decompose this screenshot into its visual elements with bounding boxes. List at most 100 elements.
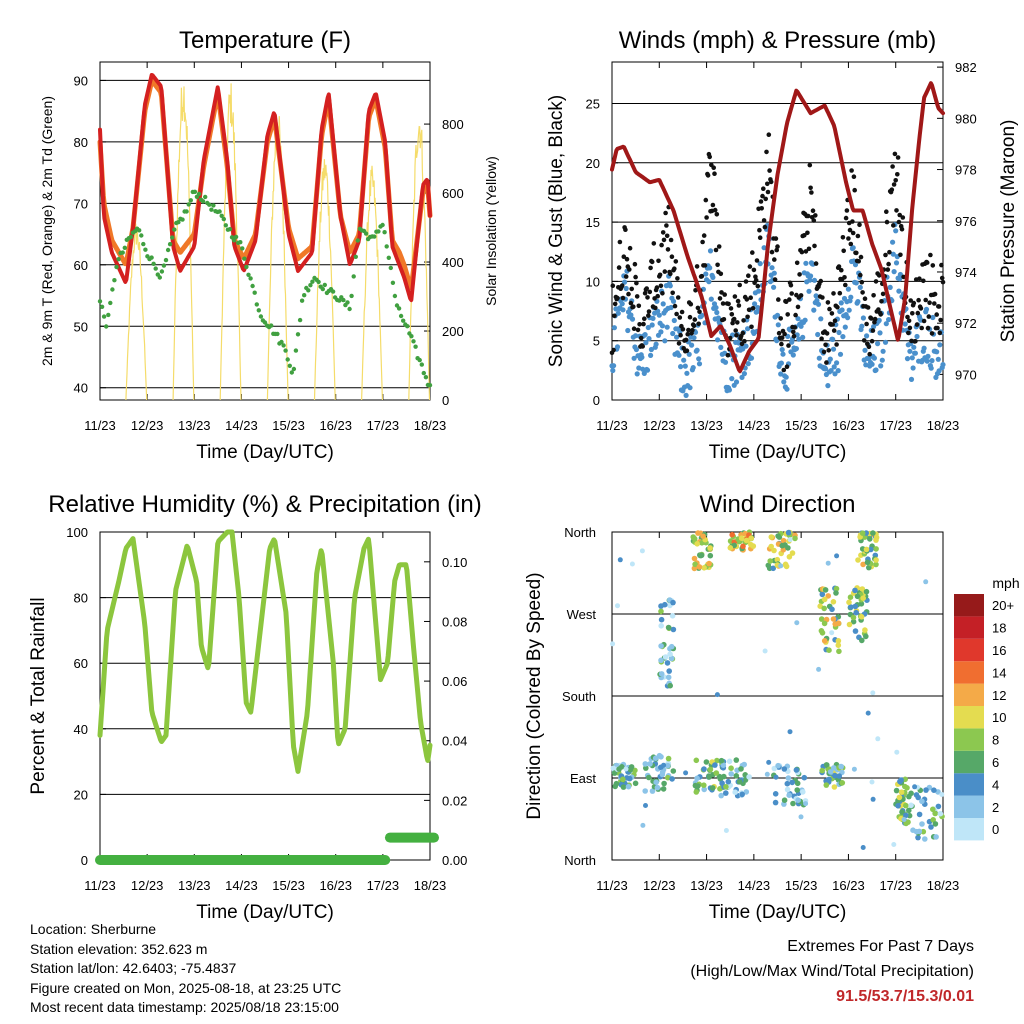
gust-point [761,186,766,191]
gust-point [842,275,847,280]
wind-point [893,228,899,234]
direction-point [787,729,793,735]
x-tick-label: 13/23 [178,418,211,433]
gust-point [704,215,709,220]
direction-point [610,641,616,647]
direction-point [772,791,779,797]
wind-point [699,312,705,318]
colorbar-swatch [954,616,984,639]
dewpoint-point [238,240,243,245]
wind-point [739,374,745,380]
gust-point [672,266,677,272]
direction-point [836,773,842,779]
direction-point [873,534,880,541]
dewpoint-point [355,238,360,243]
wind-point [650,315,656,321]
wind-point [923,306,930,312]
gust-point [620,295,626,301]
direction-point [824,762,830,768]
gust-point [688,301,694,307]
direction-point [903,812,909,819]
direction-point [701,786,707,793]
wind-point [729,376,735,382]
gust-point [762,224,768,230]
wind-point [670,330,676,337]
wind-point [745,361,751,367]
direction-point [852,587,858,594]
y2-tick-label: 970 [955,367,977,382]
gust-point [871,293,876,298]
gust-point [691,323,697,329]
direction-point [798,814,804,820]
gust-point [921,318,927,324]
direction-point [643,765,649,771]
direction-point [668,643,675,650]
direction-point [899,809,905,815]
direction-point [695,783,701,789]
gust-point [627,267,632,272]
gust-point [702,263,708,268]
gust-point [843,282,848,288]
gust-point [646,313,651,318]
direction-point [750,543,757,549]
y-tick-label: 25 [586,97,600,112]
direction-point [896,794,903,801]
figure-created: Figure created on Mon, 2025-08-18, at 23… [30,979,342,996]
gust-point [886,261,891,267]
gust-point [844,208,850,213]
gust-point [662,269,668,274]
colorbar-swatch [954,706,984,729]
dewpoint-point [417,357,422,363]
winds-pressure-panel: 11/23 12/23 13/23 14/23 15/23 16/23 17/23 18/23… [546,27,1019,463]
gust-point [692,317,698,322]
direction-point [768,543,774,550]
gust-point [680,327,686,332]
direction-point [766,759,772,765]
gust-point [936,304,942,309]
gust-point [750,250,755,255]
direction-point [767,558,773,564]
wind-point [686,351,692,357]
dewpoint-point [297,317,303,323]
gust-point [818,278,824,284]
gust-point [678,332,683,338]
wind-point [611,325,618,331]
direction-point [738,535,745,541]
direction-point [701,782,707,788]
wind-point [806,288,812,294]
wind-point [644,367,651,373]
x-axis-label: Time (Day/UTC) [196,442,334,463]
y-tick-label: 40 [74,381,88,396]
gust-point [791,333,797,339]
direction-point [803,801,809,807]
gust-point [891,223,896,228]
wind-point [835,368,841,374]
gust-point [887,249,892,255]
direction-point [864,559,871,566]
x-tick-label: 17/23 [879,878,912,893]
chart-title: Temperature (F) [179,27,351,54]
direction-point [830,616,837,622]
gust-point [669,254,675,259]
gust-point [670,290,675,296]
wind-point [921,345,927,351]
dewpoint-point [380,222,385,228]
gust-point [725,352,731,358]
direction-point [780,537,787,544]
wind-direction-panel: 11/23 12/23 13/23 14/23 15/23 16/23 17/23 18/23… [524,491,1020,923]
direction-point [770,565,776,572]
gust-point [772,257,777,262]
gust-point [775,244,780,249]
dewpoint-series [97,189,433,388]
direction-point [732,789,738,795]
gust-point [772,277,778,282]
gust-point [749,324,754,330]
direction-point [774,556,781,563]
gust-point [789,291,794,296]
gust-point [745,314,750,320]
direction-point [833,590,839,596]
wind-point [845,315,851,321]
dewpoint-point [337,298,342,303]
gust-point [807,162,813,168]
